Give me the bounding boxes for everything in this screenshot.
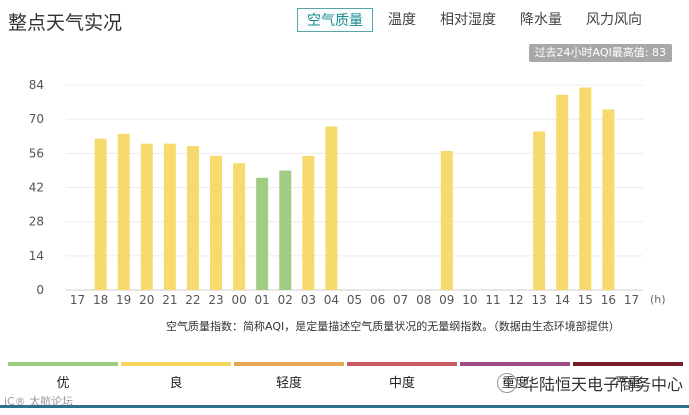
x-tick-label: 03 <box>301 293 316 307</box>
metric-tabs: 空气质量 温度 相对湿度 降水量 风力风向 <box>297 8 657 32</box>
legend-swatch <box>8 362 118 366</box>
x-unit-label: (h) <box>650 293 666 306</box>
max-aqi-badge: 过去24小时AQI最高值: 83 <box>528 44 672 62</box>
page-title: 整点天气实况 <box>8 12 123 34</box>
x-tick-label: 02 <box>278 293 293 307</box>
watermark-right: ◔ 华陆恒天电子商务中心 <box>496 371 683 395</box>
bar[interactable] <box>186 146 199 290</box>
watermark-right-text: 华陆恒天电子商务中心 <box>522 375 683 394</box>
legend-swatch <box>121 362 231 366</box>
x-tick-label: 05 <box>347 293 362 307</box>
x-tick-label: 20 <box>139 293 154 307</box>
legend-excellent: 优 <box>8 362 118 392</box>
bar[interactable] <box>279 170 292 290</box>
bar[interactable] <box>233 163 246 290</box>
legend-severe: 严重 <box>573 362 683 392</box>
y-tick-label: 84 <box>29 78 44 92</box>
x-tick-label: 13 <box>531 293 546 307</box>
y-tick-label: 42 <box>29 181 44 195</box>
x-tick-label: 21 <box>162 293 177 307</box>
legend-moderate: 中度 <box>347 362 457 392</box>
bar[interactable] <box>94 138 107 290</box>
x-tick-label: 19 <box>116 293 131 307</box>
x-tick-label: 14 <box>555 293 570 307</box>
x-tick-label: 11 <box>485 293 500 307</box>
legend-good: 良 <box>121 362 231 392</box>
bar[interactable] <box>140 143 153 290</box>
legend-swatch <box>573 362 683 366</box>
legend-label: 优 <box>56 376 70 391</box>
x-tick-label: 17 <box>624 293 639 307</box>
watermark-left: iC® 太航论坛 <box>4 395 74 408</box>
aqi-note: 空气质量指数：简称AQI，是定量描述空气质量状况的无量纲指数。（数据由生态环境部… <box>166 320 620 333</box>
y-tick-label: 14 <box>29 249 44 263</box>
x-tick-label: 08 <box>416 293 431 307</box>
bar[interactable] <box>533 131 546 290</box>
y-tick-label: 56 <box>29 146 44 160</box>
bottom-divider <box>0 405 689 408</box>
legend-label: 良 <box>169 376 183 391</box>
bar[interactable] <box>579 87 592 290</box>
x-tick-label: 15 <box>578 293 593 307</box>
x-tick-label: 16 <box>601 293 616 307</box>
y-tick-label: 70 <box>29 112 44 126</box>
legend-label: 严重 <box>614 376 641 391</box>
y-tick-label: 28 <box>29 215 44 229</box>
x-tick-label: 12 <box>508 293 523 307</box>
legend-label: 中度 <box>388 376 415 391</box>
bar[interactable] <box>556 94 569 290</box>
x-tick-label: 10 <box>462 293 477 307</box>
y-tick-label: 0 <box>36 283 44 297</box>
tab-air-quality[interactable]: 空气质量 <box>297 8 373 32</box>
bar[interactable] <box>117 133 130 290</box>
bar[interactable] <box>210 155 223 290</box>
x-tick-label: 09 <box>439 293 454 307</box>
tab-precipitation[interactable]: 降水量 <box>520 12 562 28</box>
wechat-icon: ◔ <box>496 373 517 393</box>
bar[interactable] <box>325 126 338 290</box>
x-tick-label: 00 <box>231 293 246 307</box>
tab-humidity[interactable]: 相对湿度 <box>440 12 496 28</box>
x-tick-label: 23 <box>208 293 223 307</box>
x-tick-label: 17 <box>70 293 85 307</box>
tab-wind[interactable]: 风力风向 <box>586 12 642 28</box>
x-tick-label: 07 <box>393 293 408 307</box>
aqi-bar-chart: 0 14 28 42 56 70 84 17 18 19 20 21 22 23 00 01 02 03 04 05 0… <box>29 78 666 307</box>
legend-swatch <box>347 362 457 366</box>
x-tick-label: 18 <box>93 293 108 307</box>
bar[interactable] <box>163 143 176 290</box>
x-tick-label: 01 <box>255 293 270 307</box>
x-tick-label: 04 <box>324 293 339 307</box>
bar[interactable] <box>302 155 315 290</box>
legend-swatch <box>234 362 344 366</box>
aqi-legend: 优 良 轻度 中度 重度 严重 <box>8 362 684 392</box>
x-tick-label: 22 <box>185 293 200 307</box>
legend-light: 轻度 <box>234 362 344 392</box>
tab-temperature[interactable]: 温度 <box>388 12 416 28</box>
bar[interactable] <box>602 109 615 290</box>
bar[interactable] <box>440 150 453 290</box>
x-tick-label: 06 <box>370 293 385 307</box>
bar[interactable] <box>256 177 269 290</box>
legend-swatch <box>460 362 570 366</box>
legend-label: 轻度 <box>275 376 302 391</box>
